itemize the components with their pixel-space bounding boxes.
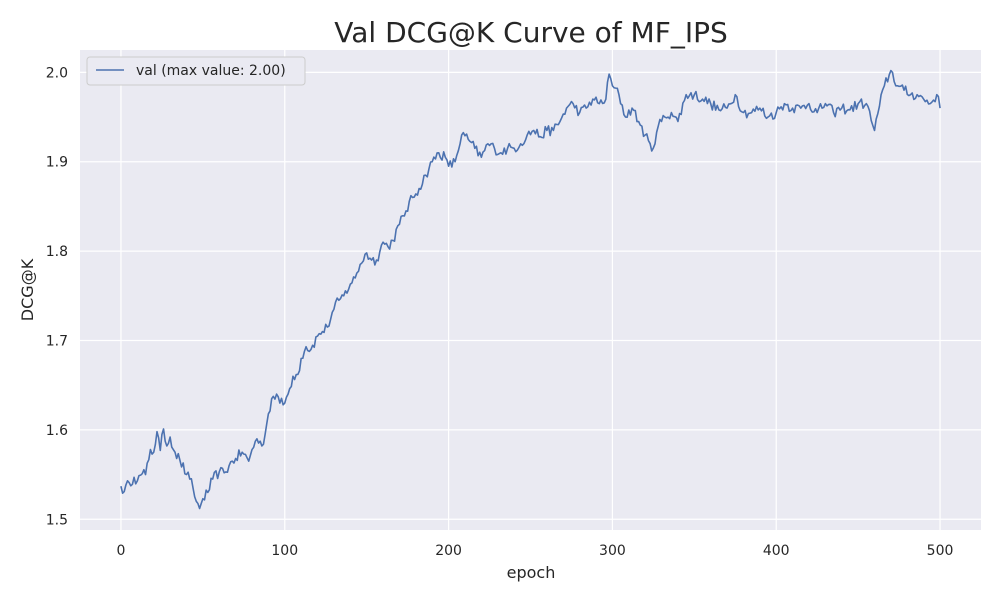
x-tick-label: 400 (763, 543, 790, 559)
x-tick-label: 0 (116, 543, 125, 559)
y-tick-label: 2.0 (46, 65, 68, 81)
x-axis-label: epoch (507, 563, 556, 582)
series-line (120, 69, 941, 510)
series-layer (120, 69, 941, 510)
legend-box (86, 56, 306, 86)
y-tick-label: 1.6 (46, 423, 68, 439)
y-tick-label: 1.8 (46, 244, 68, 260)
y-tick-label: 1.5 (46, 512, 68, 528)
x-tick-label: 500 (927, 543, 954, 559)
tick-layer: 0 100 200 300 400 500 1.5 1.6 1.7 1.8 1.9 2.0 (46, 65, 954, 559)
x-tick-label: 200 (435, 543, 462, 559)
y-axis-label: DCG@K (18, 258, 37, 321)
plot-area (80, 50, 981, 530)
legend: val (max value: 2.00) (86, 56, 306, 86)
y-tick-label: 1.9 (46, 155, 68, 171)
chart-title: Val DCG@K Curve of MF_IPS (334, 16, 727, 49)
legend-label: val (max value: 2.00) (136, 63, 286, 79)
y-tick-label: 1.7 (46, 334, 68, 350)
x-tick-label: 300 (599, 543, 626, 559)
x-tick-label: 100 (271, 543, 298, 559)
